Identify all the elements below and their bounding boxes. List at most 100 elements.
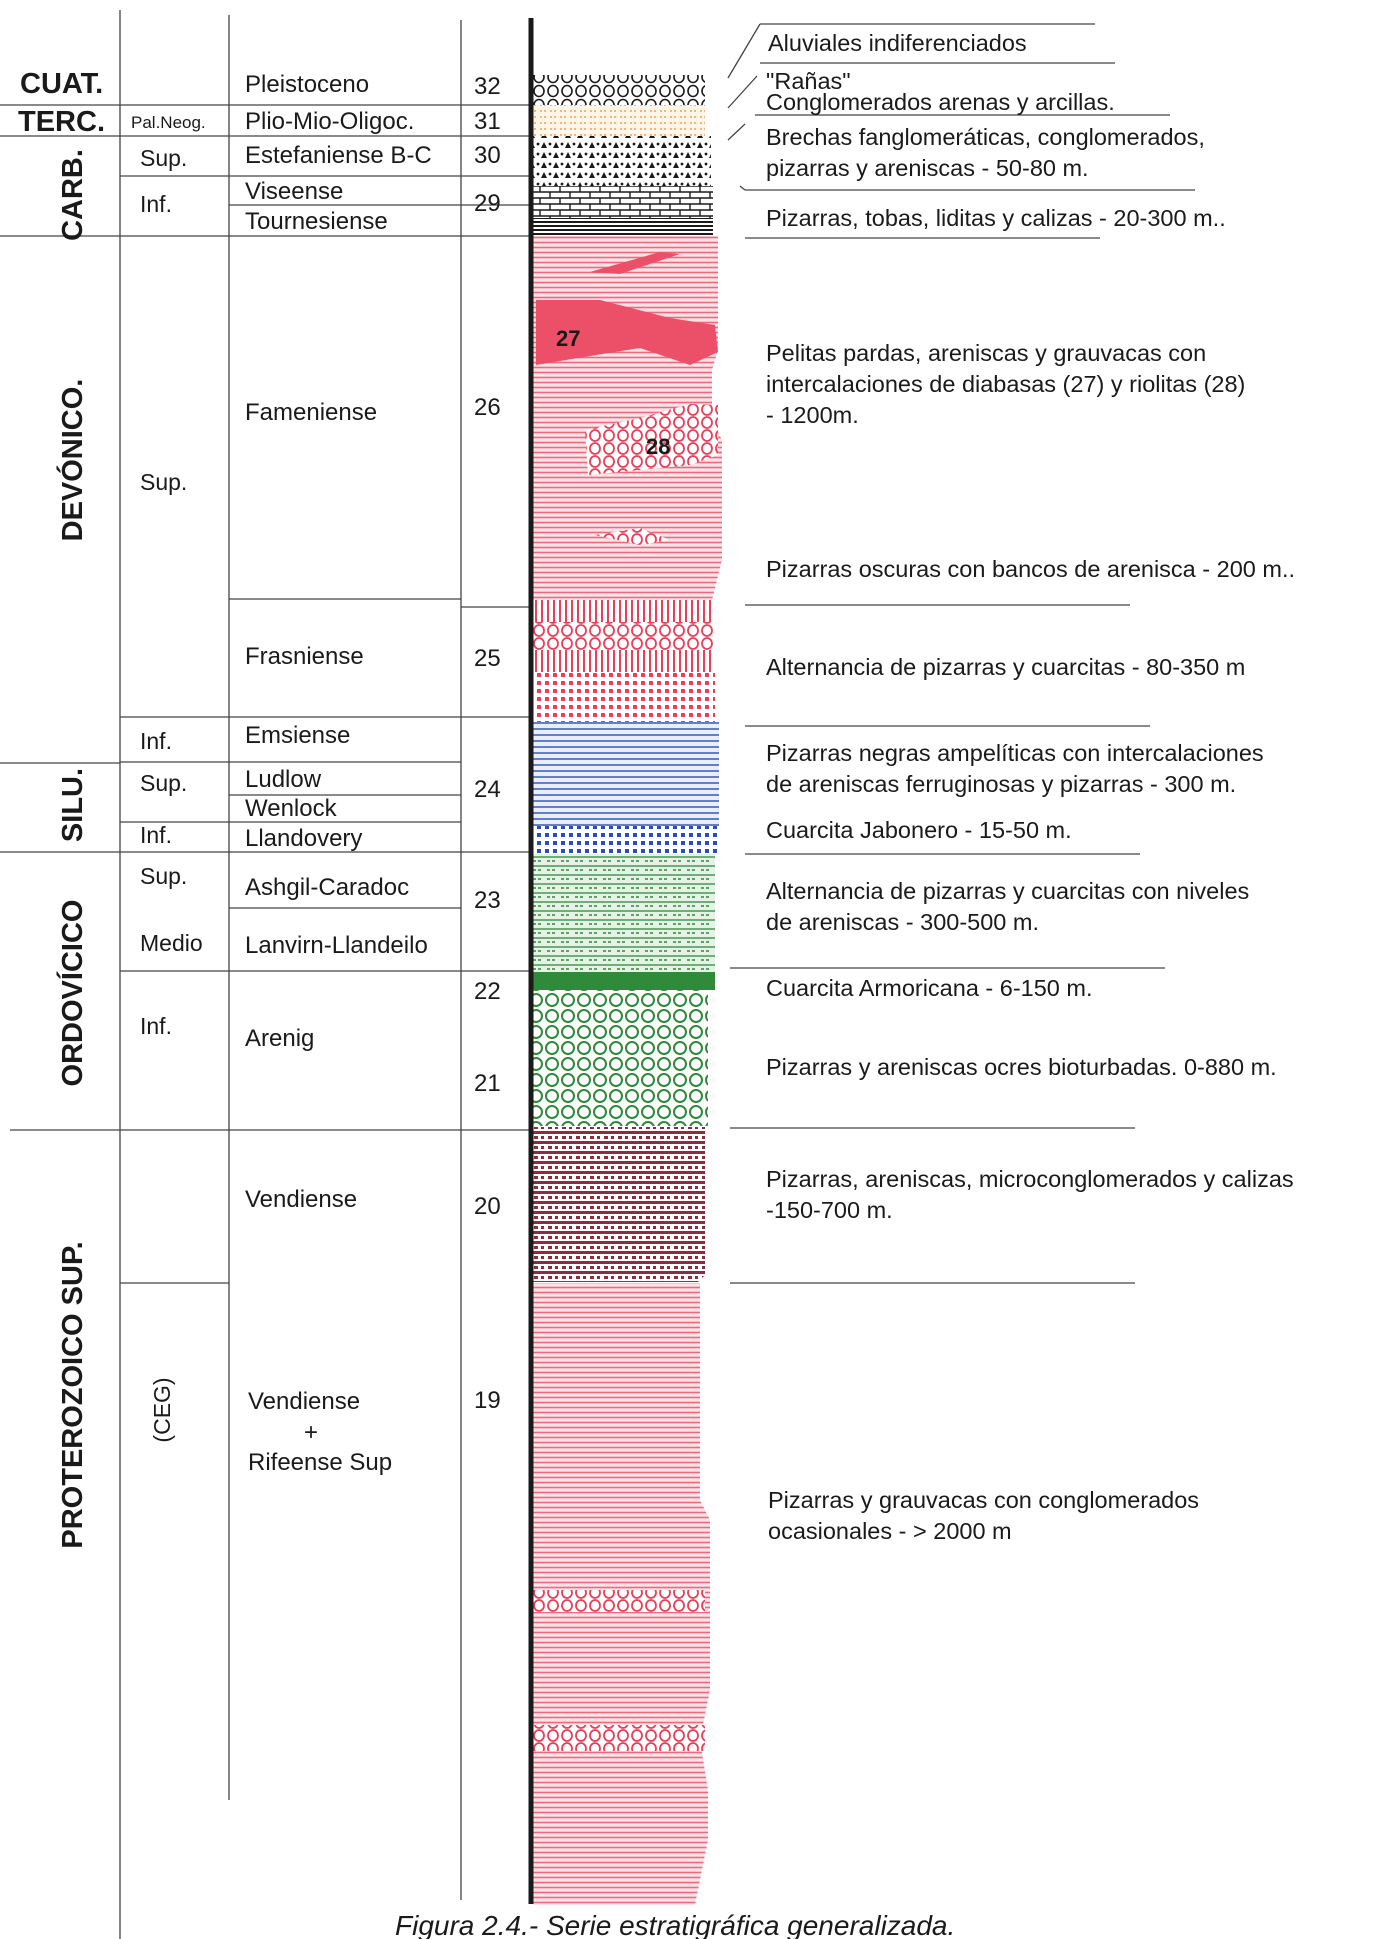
unit-29-pizarras xyxy=(533,218,713,236)
desc-grauvacas-1: Pizarras y grauvacas con conglomerados xyxy=(768,1487,1199,1513)
stage-vendiense-2: Vendiense xyxy=(248,1388,360,1415)
stage-arenig: Arenig xyxy=(245,1025,314,1052)
unit-number-22: 22 xyxy=(474,978,501,1005)
desc-ranas: "Rañas" xyxy=(766,68,851,94)
desc-micro-1: Pizarras, areniscas, microconglomerados … xyxy=(766,1166,1294,1192)
desc-jabonero: Cuarcita Jabonero - 15-50 m. xyxy=(766,817,1072,843)
sub-dev-inf: Inf. xyxy=(140,728,172,754)
stage-emsiense: Emsiense xyxy=(245,722,350,749)
sub-ceg: (CEG) xyxy=(149,1377,175,1442)
unit-31-ranas xyxy=(533,105,705,136)
era-proterozoico: PROTEROZOICO SUP. xyxy=(57,1241,89,1548)
stage-plus: + xyxy=(304,1419,318,1446)
stage-estefaniense: Estefaniense B-C xyxy=(245,142,432,169)
figure-caption: Figura 2.4.- Serie estratigráfica genera… xyxy=(395,1910,955,1939)
era-carb: CARB. xyxy=(57,149,89,241)
sub-carb-sup: Sup. xyxy=(140,145,187,171)
stage-plio: Plio-Mio-Oligoc. xyxy=(245,108,414,135)
stage-tournesiense: Tournesiense xyxy=(245,208,388,235)
unit-numbers: 32 31 30 29 26 25 24 23 22 21 20 19 xyxy=(474,73,501,1414)
desc-alternancia2-2: de areniscas - 300-500 m. xyxy=(766,909,1039,935)
unit-21-ocres xyxy=(533,990,708,1126)
unit-32-aluvial xyxy=(533,75,705,105)
sub-ord-sup: Sup. xyxy=(140,863,187,889)
unit-number-31: 31 xyxy=(474,108,501,135)
stage-lanvirn: Lanvirn-Llandeilo xyxy=(245,932,428,959)
era-terc: TERC. xyxy=(18,106,105,138)
sub-carb-inf: Inf. xyxy=(140,191,172,217)
diabasa-streak xyxy=(590,252,680,274)
desc-pelitas-1: Pelitas pardas, areniscas y grauvacas co… xyxy=(766,340,1206,366)
desc-alternancia: Alternancia de pizarras y cuarcitas - 80… xyxy=(766,654,1245,680)
sub-pal-neog: Pal.Neog. xyxy=(131,113,206,132)
unit-25-dots xyxy=(533,672,715,722)
desc-aluviales: Aluviales indiferenciados xyxy=(768,30,1027,56)
stage-ashgil: Ashgil-Caradoc xyxy=(245,874,409,901)
unit-22-armoricana xyxy=(533,972,715,990)
unit-24-pizarras-negras xyxy=(533,722,719,826)
era-silu: SILU. xyxy=(57,768,89,842)
unit-number-26: 26 xyxy=(474,394,501,421)
desc-brechas-2: pizarras y areniscas - 50-80 m. xyxy=(766,155,1089,181)
era-cuat: CUAT. xyxy=(20,68,103,100)
desc-ocres: Pizarras y areniscas ocres bioturbadas. … xyxy=(766,1054,1277,1080)
unit-25-vbars-2 xyxy=(533,650,715,672)
stage-rifeense: Rifeense Sup xyxy=(248,1449,392,1476)
unit-30-brechas xyxy=(533,136,711,186)
column-label-28: 28 xyxy=(646,434,670,459)
desc-micro-2: -150-700 m. xyxy=(766,1197,893,1223)
unit-24-jabonero xyxy=(533,826,719,854)
desc-conglomerados: Conglomerados arenas y arcillas. xyxy=(766,89,1115,115)
desc-pelitas-2: intercalaciones de diabasas (27) y rioli… xyxy=(766,371,1245,397)
unit-25-vbars xyxy=(533,600,715,622)
desc-armoricana: Cuarcita Armoricana - 6-150 m. xyxy=(766,975,1093,1001)
desc-grauvacas-2: ocasionales - > 2000 m xyxy=(768,1518,1012,1544)
stage-wenlock: Wenlock xyxy=(245,795,338,822)
unit-20-microconglomerados xyxy=(533,1127,705,1282)
stage-frasniense: Frasniense xyxy=(245,643,364,670)
descriptions: Aluviales indiferenciados "Rañas" Conglo… xyxy=(766,30,1295,1544)
sub-silu-inf: Inf. xyxy=(140,822,172,848)
desc-pelitas-3: - 1200m. xyxy=(766,402,859,428)
desc-negras-1: Pizarras negras ampelíticas con intercal… xyxy=(766,740,1264,766)
sub-ord-inf: Inf. xyxy=(140,1013,172,1039)
unit-number-21: 21 xyxy=(474,1070,501,1097)
unit-29-calizas xyxy=(533,186,713,218)
desc-pizarras-tobas: Pizarras, tobas, liditas y calizas - 20-… xyxy=(766,205,1226,231)
desc-pizarras-oscuras: Pizarras oscuras con bancos de arenisca … xyxy=(766,556,1295,582)
subdivision-labels: Pal.Neog. Sup. Inf. Sup. Inf. Sup. Inf. … xyxy=(131,113,206,1443)
description-leaders xyxy=(727,23,1195,1284)
riolita-lens-28 xyxy=(585,404,718,475)
unit-23-alternancia xyxy=(533,854,715,972)
unit-number-20: 20 xyxy=(474,1193,501,1220)
stage-vendiense: Vendiense xyxy=(245,1186,357,1213)
era-devonico: DEVÓNICO. xyxy=(55,379,89,542)
unit-number-30: 30 xyxy=(474,142,501,169)
stage-labels: Pleistoceno Plio-Mio-Oligoc. Estefaniens… xyxy=(245,71,432,1476)
desc-alternancia2-1: Alternancia de pizarras y cuarcitas con … xyxy=(766,878,1249,904)
diabasa-lens-27 xyxy=(536,300,718,365)
unit-number-24: 24 xyxy=(474,776,501,803)
stage-pleistoceno: Pleistoceno xyxy=(245,71,369,98)
unit-number-32: 32 xyxy=(474,73,501,100)
stage-llandovery: Llandovery xyxy=(245,825,362,852)
era-labels: CUAT. TERC. CARB. DEVÓNICO. SILU. ORDOVÍ… xyxy=(18,68,105,1549)
table-grid xyxy=(0,10,530,1939)
unit-19-conglomerate-band-1 xyxy=(533,1590,705,1612)
riolita-lens-small xyxy=(595,528,670,545)
desc-negras-2: de areniscas ferruginosas y pizarras - 3… xyxy=(766,771,1236,797)
stage-ludlow: Ludlow xyxy=(245,766,322,793)
unit-19-conglomerate-band-2 xyxy=(533,1725,705,1751)
unit-number-25: 25 xyxy=(474,645,501,672)
stage-fameniense: Fameniense xyxy=(245,399,377,426)
column-label-27: 27 xyxy=(556,326,580,351)
sub-ord-medio: Medio xyxy=(140,930,203,956)
unit-25-circles xyxy=(533,622,715,650)
sub-silu-sup: Sup. xyxy=(140,770,187,796)
unit-number-23: 23 xyxy=(474,887,501,914)
unit-number-19: 19 xyxy=(474,1387,501,1414)
lithologic-column: 27 28 xyxy=(528,18,722,1905)
stage-viseense: Viseense xyxy=(245,178,343,205)
unit-number-29: 29 xyxy=(474,190,501,217)
